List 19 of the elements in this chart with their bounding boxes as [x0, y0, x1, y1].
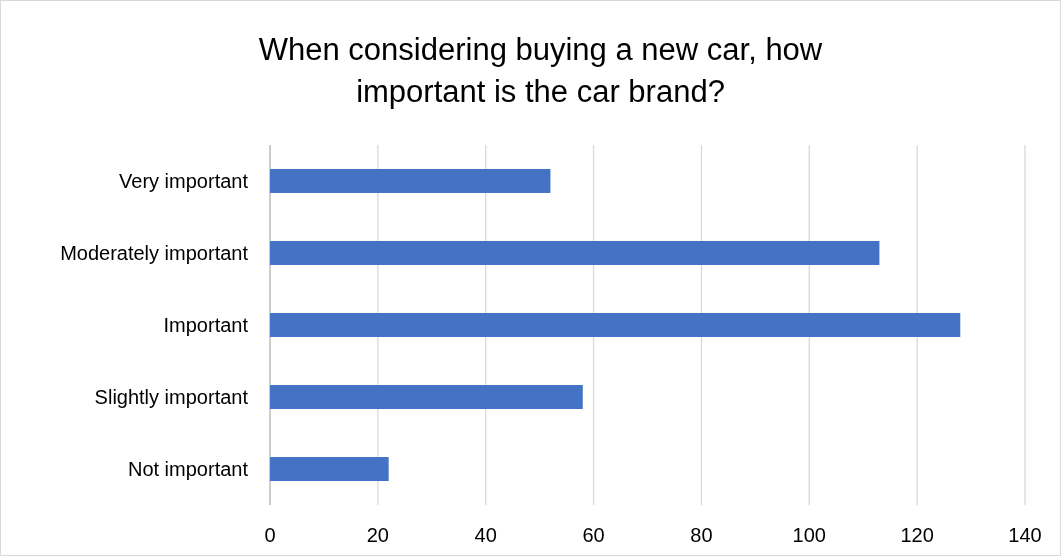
x-tick-label: 100 — [792, 524, 826, 546]
x-tick-label: 20 — [366, 524, 389, 546]
y-tick-label: Very important — [119, 169, 249, 192]
chart-title: When considering buying a new car, how important is the car brand? — [258, 32, 823, 109]
x-tick-label: 0 — [264, 524, 276, 546]
y-tick-label: Not important — [127, 458, 249, 481]
bar — [270, 385, 583, 409]
bar — [270, 313, 961, 337]
x-tick-label: 120 — [900, 524, 934, 546]
x-tick-label: 140 — [1008, 524, 1042, 546]
y-tick-label: Important — [163, 314, 249, 336]
bar — [270, 168, 551, 193]
bar — [270, 457, 389, 482]
y-tick-label: Moderately important — [60, 241, 249, 264]
bar — [270, 241, 880, 265]
x-tick-label: 80 — [690, 524, 713, 546]
y-tick-label: Slightly important — [94, 386, 249, 409]
x-tick-label: 60 — [582, 524, 605, 546]
x-tick-label: 40 — [474, 524, 497, 546]
